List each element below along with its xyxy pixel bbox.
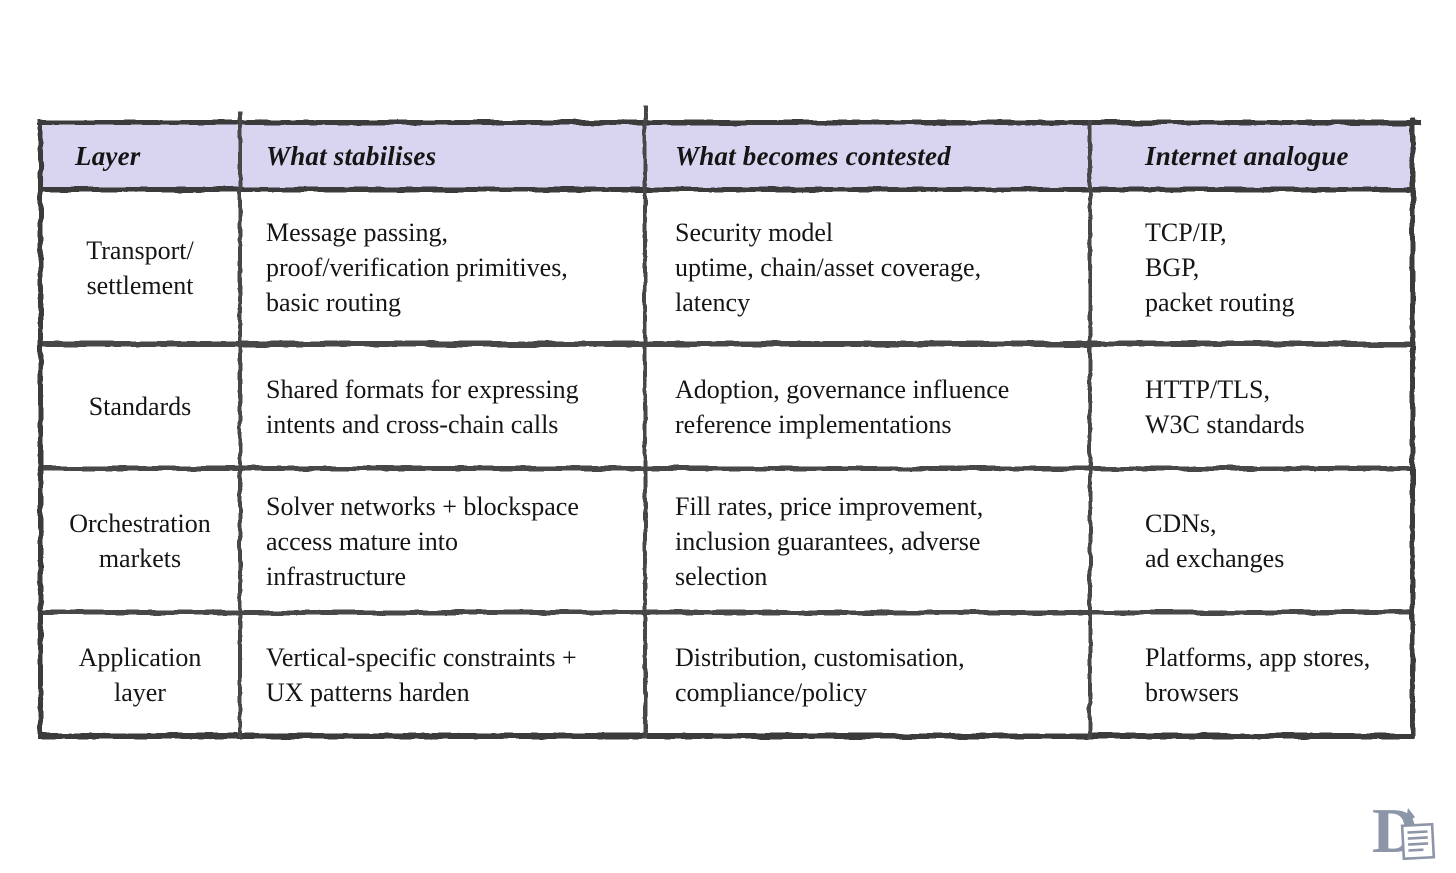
cell-layer-standards: Standards xyxy=(88,392,192,421)
cell-stabilises-transport: Message passing, proof/verification prim… xyxy=(266,218,568,317)
table-grid: Layer What stabilises What becomes conte… xyxy=(40,122,1413,736)
cell-contested-application: Distribution, customisation, compliance/… xyxy=(675,642,965,707)
cell-contested-orchestration: Fill rates, price improvement, inclusion… xyxy=(675,491,984,591)
cell-stabilises-standards: Shared formats for expressing intents an… xyxy=(266,374,579,439)
letter-d-document-icon: D xyxy=(1372,795,1436,866)
cell-analogue-standards: HTTP/TLS, W3C standards xyxy=(1145,374,1305,439)
cell-layer-transport-settlement: Transport/ settlement xyxy=(86,235,194,300)
publisher-logo: D xyxy=(1372,795,1446,866)
cell-analogue-orchestration: CDNs, ad exchanges xyxy=(1145,509,1285,573)
column-header-layer: Layer xyxy=(75,141,141,171)
cell-analogue-application: Platforms, app stores, browsers xyxy=(1145,642,1371,707)
comparison-table: Layer What stabilises What becomes conte… xyxy=(37,106,1421,739)
cell-layer-orchestration-markets: Orchestration markets xyxy=(69,509,211,573)
column-header-what-stabilises: What stabilises xyxy=(266,141,437,171)
cell-stabilises-application: Vertical-specific constraints + UX patte… xyxy=(266,642,577,707)
cell-contested-standards: Adoption, governance influence reference… xyxy=(675,374,1010,439)
cell-contested-transport: Security model uptime, chain/asset cover… xyxy=(675,218,982,317)
cell-layer-application: Application layer xyxy=(78,642,202,707)
cell-stabilises-orchestration: Solver networks + blockspace access matu… xyxy=(266,491,579,591)
column-header-internet-analogue: Internet analogue xyxy=(1145,141,1349,171)
cell-analogue-transport: TCP/IP, BGP, packet routing xyxy=(1145,218,1295,317)
header-band xyxy=(41,124,1412,189)
column-header-what-becomes-contested: What becomes contested xyxy=(675,141,951,171)
